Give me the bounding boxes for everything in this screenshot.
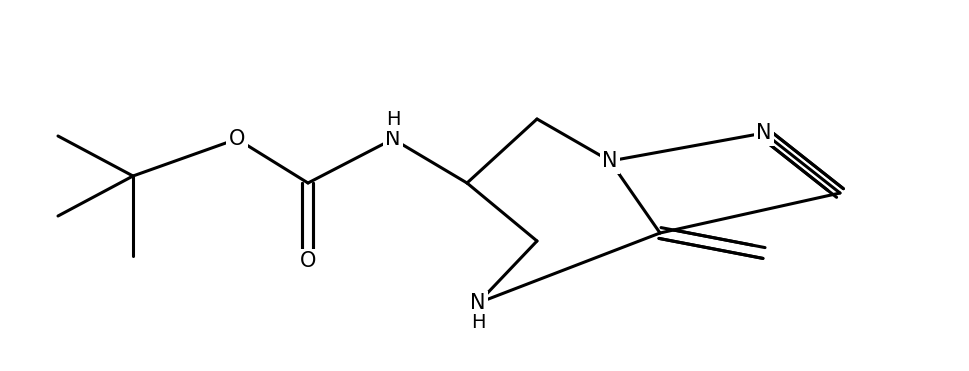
Text: N: N: [470, 293, 485, 313]
Text: N: N: [385, 129, 400, 149]
Text: O: O: [299, 251, 316, 271]
Text: H: H: [386, 109, 400, 128]
Text: N: N: [602, 151, 617, 171]
Text: O: O: [229, 129, 245, 149]
Text: N: N: [756, 123, 771, 143]
Text: H: H: [470, 313, 484, 332]
